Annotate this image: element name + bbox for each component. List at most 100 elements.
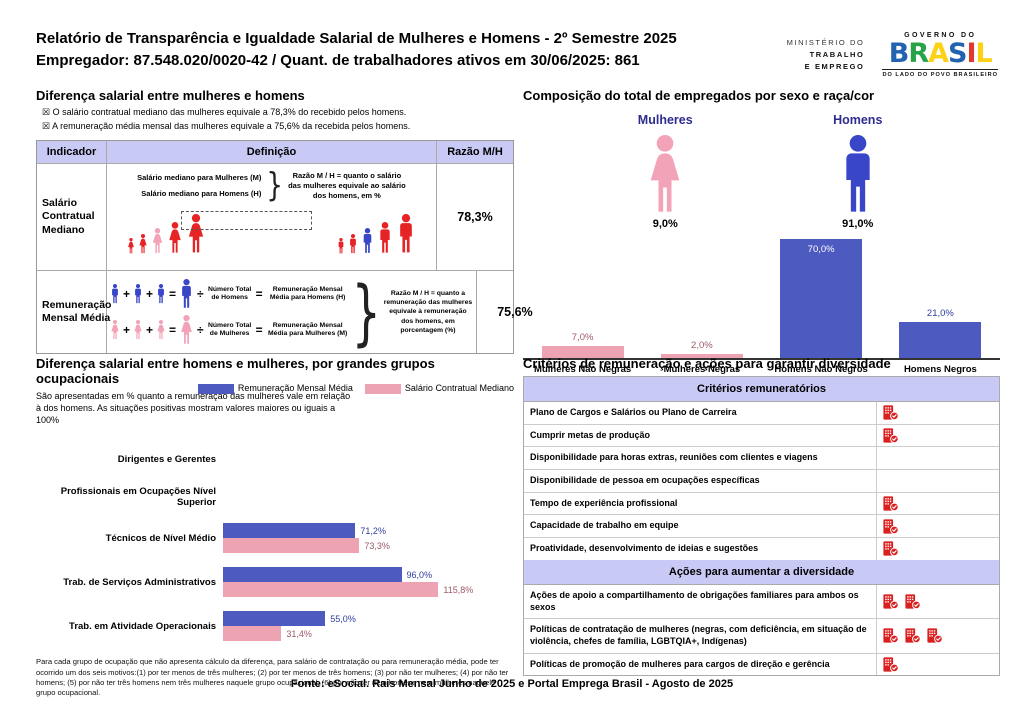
- building-check-icon: [926, 628, 943, 644]
- women-total-label: Número Total de Mulheres: [207, 321, 252, 337]
- women-label: Mulheres: [637, 113, 693, 127]
- criterios-rows: Plano de Cargos e Salários ou Plano de C…: [524, 402, 999, 560]
- bullet-text: O salário contratual mediano das mulhere…: [52, 107, 407, 117]
- bar-group: 7,0%: [523, 332, 642, 358]
- category-label: Homens Não Negros: [774, 364, 868, 375]
- building-check-icon: [882, 405, 899, 421]
- salary-gap-title: Diferença salarial entre mulheres e home…: [36, 88, 305, 103]
- bar-pink: [223, 582, 439, 598]
- man-icon: [135, 284, 141, 304]
- salary-gap-bullet-2: ☒ A remuneração média mensal das mulhere…: [42, 121, 514, 132]
- bar-group: 21,0%: [881, 308, 1000, 358]
- legend-label: Remuneração Mensal Média: [237, 383, 353, 393]
- criteria-label: Políticas de promoção de mulheres para c…: [530, 658, 830, 669]
- women-sum-icons: + + =: [110, 315, 194, 345]
- women-block: Mulheres 9,0%: [610, 113, 720, 230]
- equals-sign: =: [169, 323, 177, 337]
- criteria-row: Políticas de promoção de mulheres para c…: [524, 653, 999, 676]
- man-icon: [158, 284, 164, 304]
- bar-value-label: 31,4%: [286, 628, 312, 639]
- men-block: Homens 91,0%: [803, 113, 913, 230]
- legend-swatch-blue: [197, 383, 234, 394]
- occupation-label: Dirigentes e Gerentes: [117, 453, 216, 465]
- occupation-row: Técnicos de Nível Médio 71,2% 73,3%: [36, 516, 514, 560]
- chart-legend: Remuneração Mensal Média Salário Contrat…: [197, 383, 514, 394]
- ratio-value-remuneracao: 75,6%: [497, 305, 533, 319]
- criteria-table: Critérios remuneratórios Plano de Cargos…: [523, 376, 1000, 677]
- criteria-row: Plano de Cargos e Salários ou Plano de C…: [524, 402, 999, 425]
- bar-value-label: 2,0%: [691, 340, 713, 351]
- ministry-line1: MINISTÉRIO DO: [786, 38, 865, 47]
- occupation-row: Dirigentes e Gerentes: [36, 440, 514, 478]
- median-lines: Salário mediano para Mulheres (M) Salári…: [137, 170, 261, 202]
- brace-icon: }: [266, 167, 283, 205]
- criteria-marks: [876, 584, 999, 619]
- report-title-line1: Relatório de Transparência e Igualdade S…: [36, 30, 677, 47]
- composition-title: Composição do total de empregados por se…: [523, 88, 875, 103]
- bar-value-label: 115,8%: [443, 584, 474, 595]
- bar-blue: [223, 523, 356, 539]
- bar-blue: [223, 567, 402, 583]
- man-icon: [338, 237, 344, 253]
- ministry-logo: MINISTÉRIO DO TRABALHO E EMPREGO: [787, 37, 865, 73]
- criteria-marks: [876, 619, 999, 653]
- table-row-remuneracao-media: Remuneração Mensal Média + + = ÷ Número To…: [37, 270, 533, 354]
- brasil-wordmark-icon: BRASIL: [888, 38, 993, 69]
- building-check-icon: [882, 628, 899, 644]
- men-total-label: Número Total de Homens: [207, 285, 252, 301]
- checkbox-glyph-icon: ☒: [42, 107, 51, 117]
- woman-icon: [128, 237, 134, 253]
- criteria-row: Ações de apoio a compartilhamento de obr…: [524, 584, 999, 620]
- bar-line: 115,8%: [223, 582, 514, 598]
- median-men-label: Salário mediano para Homens (H): [141, 188, 262, 198]
- table-row-salario-mediano: Salário Contratual Mediano Salário media…: [37, 163, 513, 270]
- salary-gap-table: Indicador Definição Razão M/H Salário Co…: [36, 140, 533, 354]
- brace-icon: }: [351, 270, 381, 354]
- ministry-line2: TRABALHO: [809, 50, 865, 59]
- criteria-row: Disponibilidade para horas extras, reuni…: [524, 447, 999, 471]
- bar-value-label: 7,0%: [571, 332, 594, 344]
- occupation-bars: 55,0% 31,4%: [223, 611, 514, 642]
- razao-definition-text: Razão M / H = quanto o salário das mulhe…: [288, 171, 406, 200]
- occupation-label: Técnicos de Nível Médio: [105, 532, 216, 544]
- criteria-row: Cumprir metas de produção: [524, 424, 999, 448]
- woman-icon: [650, 135, 680, 212]
- checkbox-glyph-icon: ☒: [42, 121, 51, 131]
- criteria-row: Proatividade, desenvolvimento de ideias …: [524, 538, 999, 560]
- occupational-footnote: Para cada grupo de ocupação que não apre…: [36, 657, 509, 698]
- composition-chart-categories: Mulheres Não Negras Mulheres Negras Homens…: [523, 360, 1000, 375]
- woman-icon: [134, 320, 142, 340]
- ministry-line3: E EMPREGO: [804, 62, 865, 71]
- plus-sign: +: [123, 323, 131, 337]
- occupational-chart: Dirigentes e Gerentes Profissionais em Oc…: [36, 440, 514, 648]
- definition-1-top: Salário mediano para Mulheres (M) Salári…: [111, 167, 432, 205]
- header-razao: Razão M/H: [447, 146, 503, 158]
- criteria-label: Plano de Cargos e Salários ou Plano de C…: [530, 407, 737, 417]
- bar-value-label: 73,3%: [364, 540, 390, 551]
- criteria-label: Ações de apoio a compartilhamento de obr…: [530, 589, 859, 612]
- source-footer: Fonte: eSocial. Rais Mensal Junho de 202…: [290, 678, 734, 690]
- woman-icon: [152, 227, 163, 253]
- criteria-marks: [876, 538, 999, 560]
- woman-icon: [139, 233, 147, 253]
- men-result-label: Remuneração Mensal Média para Homens (H): [269, 285, 346, 301]
- occupation-row: Profissionais em Ocupações Nível Superio…: [36, 478, 514, 516]
- occupation-label: Trab. em Atividade Operacionais: [69, 620, 216, 632]
- occupation-bars: 96,0% 115,8%: [223, 567, 514, 598]
- composition-people: Mulheres 9,0% Homens 91,0%: [523, 113, 1000, 230]
- section-composition: Composição do total de empregados por se…: [523, 88, 1000, 375]
- building-check-icon: [882, 594, 899, 609]
- gov-top-label: GOVERNO DO: [904, 32, 977, 39]
- bar-line: 96,0%: [223, 567, 514, 583]
- criteria-label: Capacidade de trabalho em equipe: [530, 520, 679, 531]
- criteria-row: Políticas de contratação de mulheres (ne…: [524, 619, 999, 654]
- bar-line: 31,4%: [223, 626, 514, 642]
- section-salary-gap: Diferença salarial entre mulheres e home…: [36, 88, 533, 354]
- bar-value-label: 70,0%: [807, 244, 835, 255]
- equals-sign: =: [255, 287, 263, 301]
- plus-sign: +: [146, 323, 154, 337]
- criterios-header: Critérios remuneratórios: [524, 377, 999, 402]
- bar-value-label: 96,0%: [406, 569, 433, 580]
- women-result-label: Remuneração Mensal Média para Mulheres (…: [268, 321, 348, 337]
- plus-sign: +: [146, 287, 154, 301]
